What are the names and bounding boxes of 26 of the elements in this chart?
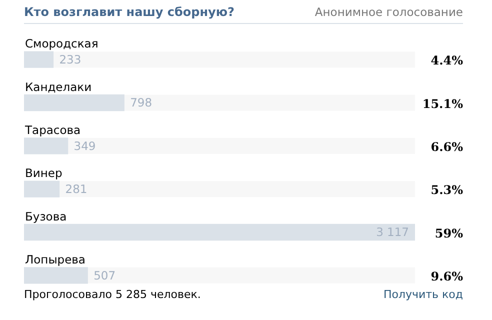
y-tick-label: Винер	[25, 166, 62, 180]
bar	[24, 138, 68, 154]
bar	[24, 51, 54, 68]
data-label: 349	[74, 138, 96, 153]
data-label: 3 117	[376, 225, 409, 240]
y-tick-label: Смородская	[25, 36, 98, 51]
text: 9.6%	[430, 270, 464, 284]
bar	[24, 180, 60, 198]
data-label: 507	[94, 268, 116, 282]
text: Проголосовало 5 285 человек.	[24, 288, 201, 301]
data-label: 233	[59, 52, 82, 67]
text: 15.1%	[422, 96, 464, 111]
y-tick-label: Тарасова	[24, 122, 81, 137]
text: 6.6%	[430, 140, 464, 154]
bar	[24, 267, 88, 284]
data-label: 281	[65, 182, 88, 196]
data-label: 798	[130, 96, 152, 110]
chart-subtitle: Анонимное голосование	[314, 5, 463, 19]
text: Получить код	[383, 288, 463, 301]
y-tick-label: Бузова	[25, 209, 67, 224]
y-tick-label: Канделаки	[25, 80, 92, 94]
y-tick-label: Лопырева	[25, 252, 86, 266]
text: 59%	[434, 226, 464, 240]
text: 5.3%	[430, 183, 464, 198]
text: 4.4%	[430, 54, 464, 68]
chart-title: Кто возглавит нашу сборную?	[24, 5, 234, 19]
